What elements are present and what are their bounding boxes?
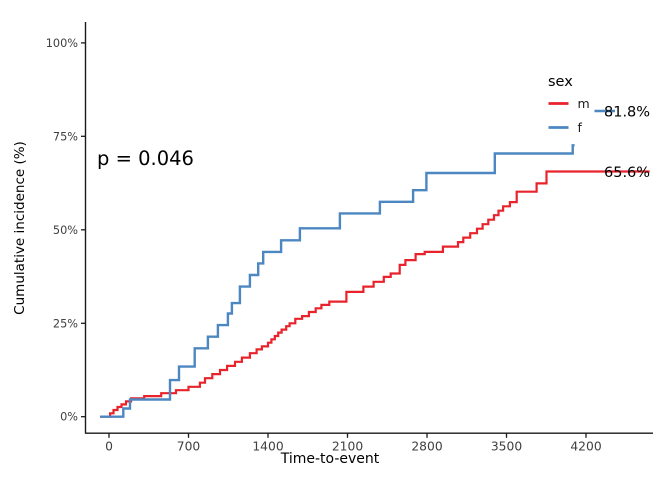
x-axis-title: Time-to-event [280,451,380,467]
legend-label-f: f [578,120,583,135]
x-tick-label: 1400 [252,440,283,454]
legend-title: sex [548,74,573,90]
x-tick-label: 2800 [411,440,442,454]
x-tick-label: 0 [105,440,113,454]
y-axis-title: Cumulative incidence (%) [12,141,28,315]
y-tick-label: 0% [60,411,78,424]
y-tick-label: 100% [46,37,79,50]
curve-m [100,170,650,418]
y-tick-label: 25% [53,317,78,330]
end-label-f: 81.8% [604,105,650,121]
legend-label-m: m [578,96,590,111]
end-label-m: 65.6% [604,165,650,181]
y-tick-label: 75% [53,130,78,143]
legend: sex m f [548,74,590,135]
curve-f [100,144,575,418]
p-value-label: p = 0.046 [97,147,194,170]
x-tick-label: 4200 [570,440,601,454]
x-tick-label: 3500 [491,440,522,454]
y-tick-label: 50% [53,224,78,237]
x-tick-label: 2100 [332,440,363,454]
x-tick-label: 700 [177,440,200,454]
axis-ticks: 0 700 1400 2100 2800 3500 4200 0% 25% 50% 75% 100% [46,37,602,454]
